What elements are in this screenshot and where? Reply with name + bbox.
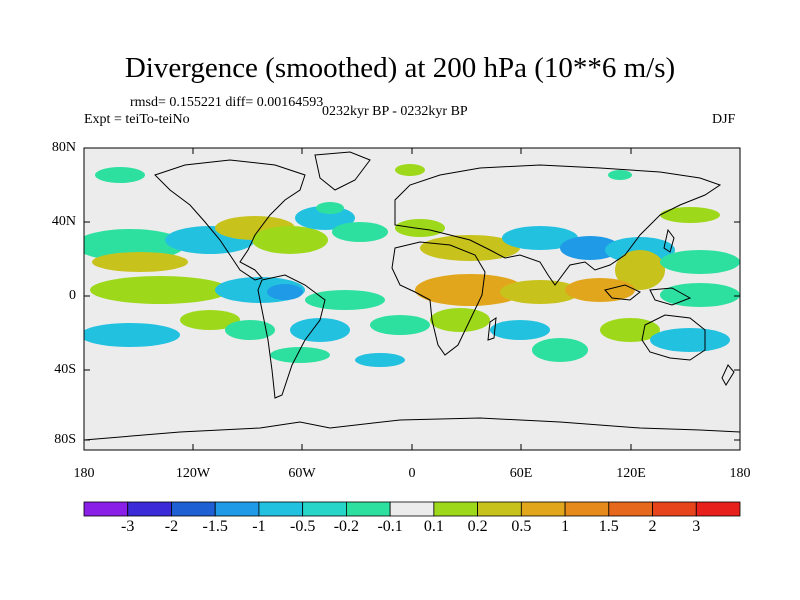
colorbar-swatch bbox=[214, 501, 260, 517]
lat-label-0: 0 bbox=[69, 288, 76, 303]
lon-label-120e: 120E bbox=[616, 466, 646, 481]
colorbar-tick-label: -3 bbox=[121, 518, 135, 535]
colorbar-tick-label: -0.2 bbox=[333, 518, 360, 535]
lon-label-180w: 180 bbox=[73, 466, 95, 481]
coastlines bbox=[84, 151, 740, 441]
colorbar-tick-label: 2 bbox=[648, 518, 657, 535]
lat-label-40s: 40S bbox=[54, 362, 76, 377]
colorbar-tick-label: 1.5 bbox=[598, 518, 619, 535]
colorbar-swatch bbox=[652, 501, 697, 517]
colorbar-swatch bbox=[695, 501, 741, 517]
experiment-label: Expt = teiTo-teiNo bbox=[84, 112, 190, 127]
colorbar-tick-label: -2 bbox=[164, 518, 179, 535]
colorbar bbox=[83, 501, 741, 517]
period-label: 0232kyr BP - 0232kyr BP bbox=[322, 104, 468, 119]
lat-label-80n: 80N bbox=[51, 140, 76, 155]
colorbar-swatch bbox=[433, 501, 479, 517]
colorbar-swatch bbox=[83, 501, 129, 517]
colorbar-swatch bbox=[389, 501, 435, 517]
colorbar-tick-label: -1.5 bbox=[202, 518, 228, 535]
colorbar-swatch bbox=[477, 501, 522, 517]
colorbar-swatch bbox=[520, 501, 566, 517]
colorbar-swatch bbox=[171, 501, 216, 517]
divergence-field bbox=[84, 164, 740, 367]
colorbar-tick-label: 1 bbox=[561, 518, 570, 535]
lon-label-180e: 180 bbox=[729, 466, 751, 481]
colorbar-swatch bbox=[345, 501, 391, 517]
lon-label-60e: 60E bbox=[509, 466, 533, 481]
lon-label-120w: 120W bbox=[175, 466, 211, 481]
colorbar-swatch bbox=[608, 501, 653, 517]
colorbar-tick-label: 0.5 bbox=[511, 518, 532, 535]
lon-label-60w: 60W bbox=[288, 466, 316, 481]
colorbar-swatch bbox=[127, 501, 172, 517]
season-label: DJF bbox=[712, 112, 736, 127]
colorbar-tick-label: -0.1 bbox=[377, 518, 403, 535]
stats-label: rmsd= 0.155221 diff= 0.00164593 bbox=[130, 95, 324, 110]
colorbar-swatch bbox=[564, 501, 610, 517]
axis-ticks bbox=[84, 147, 740, 450]
lat-label-40n: 40N bbox=[51, 214, 76, 229]
colorbar-tick-label: 0.1 bbox=[423, 518, 444, 535]
colorbar-tick-label: -1 bbox=[252, 518, 266, 535]
colorbar-swatch bbox=[302, 501, 347, 517]
figure-title: Divergence (smoothed) at 200 hPa (10**6 … bbox=[124, 52, 676, 84]
colorbar-tick-label: 0.2 bbox=[467, 518, 488, 535]
colorbar-tick-label: 3 bbox=[692, 518, 701, 535]
colorbar-tick-label: -0.5 bbox=[289, 518, 316, 535]
colorbar-swatch bbox=[258, 501, 304, 517]
lon-label-0: 0 bbox=[408, 466, 416, 481]
lat-label-80s: 80S bbox=[54, 432, 76, 447]
